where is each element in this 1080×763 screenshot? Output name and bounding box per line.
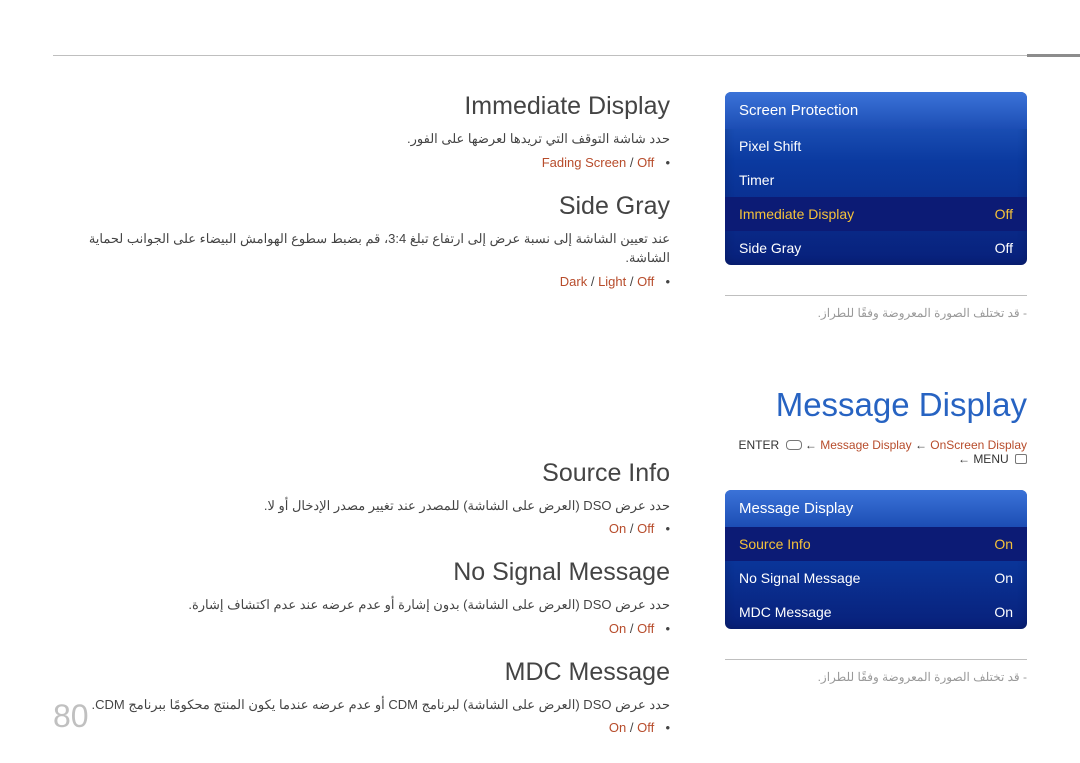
note-text: - قد تختلف الصورة المعروضة وفقًا للطراز. [725, 306, 1027, 320]
section-desc: حدد شاشة التوقف التي تريدها لعرضها على ا… [53, 129, 670, 149]
panel-item-label: No Signal Message [739, 570, 860, 586]
note-text: - قد تختلف الصورة المعروضة وفقًا للطراز. [725, 670, 1027, 684]
screen-protection-panel: Screen Protection Pixel Shift Timer Imme… [725, 92, 1027, 265]
option-bullet: Dark / Light / Off • [53, 274, 670, 289]
panel-header: Message Display [725, 490, 1027, 527]
section-heading: Immediate Display [53, 92, 670, 121]
enter-icon [786, 440, 802, 450]
section-heading: No Signal Message [53, 558, 670, 587]
note-divider [725, 295, 1027, 296]
bc-part: OnScreen Display [930, 438, 1027, 452]
panel-item-value: On [994, 570, 1013, 586]
panel-item-timer[interactable]: Timer [725, 163, 1027, 197]
message-display-heading: Message Display [725, 386, 1027, 424]
panel-item-value: On [994, 604, 1013, 620]
panel-item-immediate-display[interactable]: Immediate Display Off [725, 197, 1027, 231]
panel-item-label: Immediate Display [739, 206, 854, 222]
option-bullet: On / Off • [53, 720, 670, 735]
panel-item-source-info[interactable]: Source Info On [725, 527, 1027, 561]
panel-item-label: Timer [739, 172, 774, 188]
section-heading: Source Info [53, 459, 670, 488]
option-bullet: On / Off • [53, 621, 670, 636]
section-heading: Side Gray [53, 192, 670, 221]
section-desc: حدد عرض OSD (العرض على الشاشة) بدون إشار… [53, 595, 670, 615]
panel-header: Screen Protection [725, 92, 1027, 129]
section-desc: حدد عرض OSD (العرض على الشاشة) لبرنامج M… [53, 695, 670, 715]
option-bullet: On / Off • [53, 521, 670, 536]
menu-icon [1015, 454, 1027, 464]
panel-item-label: Pixel Shift [739, 138, 801, 154]
section-desc: حدد عرض OSD (العرض على الشاشة) للمصدر عن… [53, 496, 670, 516]
top-rule [53, 55, 1027, 56]
panel-item-label: Source Info [739, 536, 811, 552]
option-bullet: Fading Screen / Off • [53, 155, 670, 170]
panel-item-mdc-message[interactable]: MDC Message On [725, 595, 1027, 629]
note-divider [725, 659, 1027, 660]
panel-item-no-signal-message[interactable]: No Signal Message On [725, 561, 1027, 595]
section-heading: MDC Message [53, 658, 670, 687]
section-desc: عند تعيين الشاشة إلى نسبة عرض إلى ارتفاع… [53, 229, 670, 268]
panel-item-label: MDC Message [739, 604, 832, 620]
panel-item-label: Side Gray [739, 240, 801, 256]
panel-item-pixel-shift[interactable]: Pixel Shift [725, 129, 1027, 163]
page-number: 80 [53, 698, 89, 735]
breadcrumb: ENTER ← Message Display ← OnScreen Displ… [725, 438, 1027, 466]
menu-label: MENU [973, 452, 1008, 466]
panel-item-value: Off [995, 240, 1013, 256]
panel-item-value: Off [995, 206, 1013, 222]
panel-item-side-gray[interactable]: Side Gray Off [725, 231, 1027, 265]
message-display-panel: Message Display Source Info On No Signal… [725, 490, 1027, 629]
bc-part: Message Display [820, 438, 911, 452]
enter-label: ENTER [739, 438, 780, 452]
panel-item-value: On [994, 536, 1013, 552]
